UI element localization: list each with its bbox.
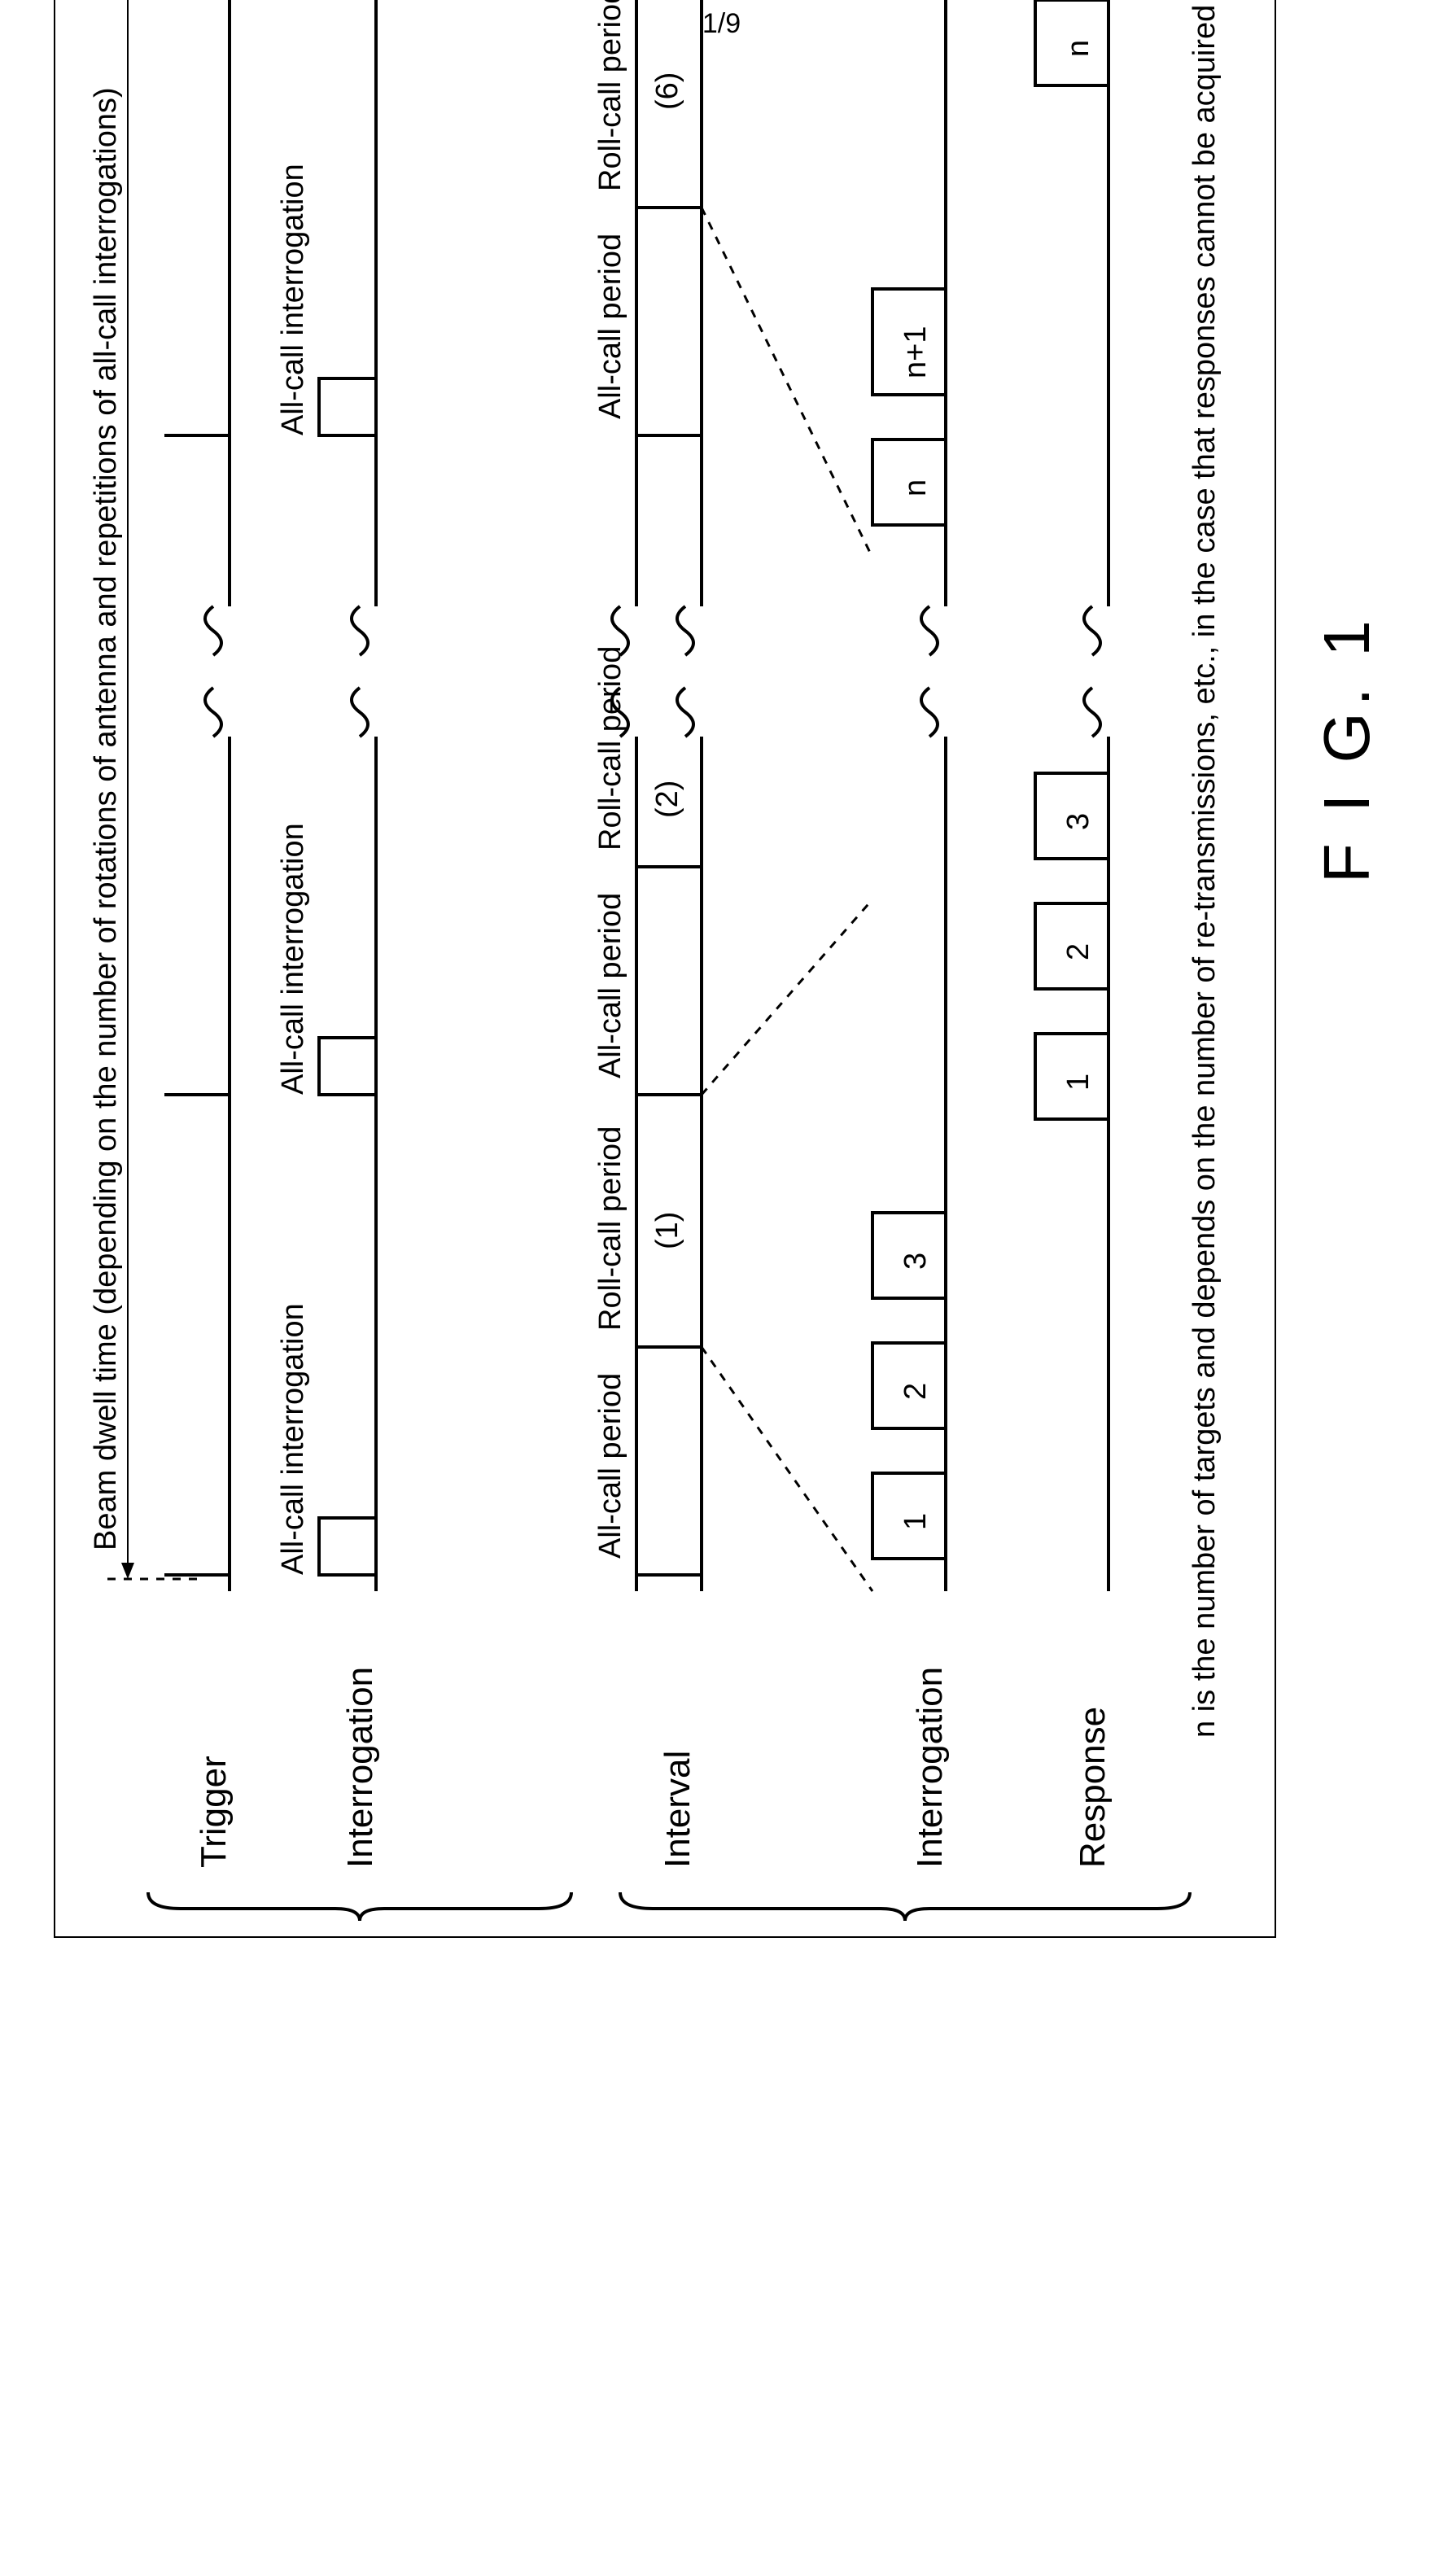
resp-pulse-n: n bbox=[1035, 0, 1108, 85]
int2-pulse-n: n bbox=[872, 440, 946, 525]
interval-id-3: (6) bbox=[650, 72, 684, 110]
int2-pulse-1: 1 bbox=[872, 1473, 946, 1559]
resp-pulse-1: 1 bbox=[1035, 1034, 1108, 1119]
brace-lower bbox=[620, 1892, 1190, 1921]
zoom-line-1a bbox=[702, 1347, 872, 1591]
svg-text:All-call interrogation: All-call interrogation bbox=[276, 1303, 310, 1575]
row-label-interrogation2: Interrogation bbox=[910, 1667, 950, 1868]
row-label-response: Response bbox=[1073, 1707, 1113, 1868]
footnote: n is the number of targets and depends o… bbox=[1187, 5, 1222, 1738]
row-label-interval: Interval bbox=[658, 1751, 697, 1868]
svg-text:1: 1 bbox=[1061, 1074, 1095, 1091]
svg-text:2: 2 bbox=[899, 1383, 933, 1400]
allcall-int-3: All-call interrogation bbox=[276, 164, 376, 435]
allcall-int-1: All-call interrogation bbox=[276, 1303, 376, 1575]
interval-id-2: (2) bbox=[650, 781, 684, 818]
figure-1: Beam dwell time (depending on the number… bbox=[50, 0, 1393, 1941]
rollcall-period-3: Roll-call period bbox=[593, 0, 627, 191]
int2-pulse-3: 3 bbox=[872, 1213, 946, 1298]
allcall-period-2: All-call period bbox=[593, 893, 627, 1078]
zoom-line-2a bbox=[702, 208, 872, 558]
figure-border bbox=[55, 0, 1275, 1937]
interval-id-1: (1) bbox=[650, 1212, 684, 1249]
brace-upper bbox=[148, 1892, 571, 1921]
svg-text:n: n bbox=[899, 479, 933, 496]
svg-text:n: n bbox=[1061, 40, 1095, 57]
svg-text:3: 3 bbox=[1061, 813, 1095, 830]
resp-pulse-2: 2 bbox=[1035, 903, 1108, 989]
row-label-interrogation: Interrogation bbox=[340, 1667, 380, 1868]
svg-text:3: 3 bbox=[899, 1253, 933, 1270]
svg-text:All-call interrogation: All-call interrogation bbox=[276, 823, 310, 1095]
rollcall-period-2: Roll-call period bbox=[593, 646, 627, 851]
allcall-int-2: All-call interrogation bbox=[276, 823, 376, 1095]
svg-text:1: 1 bbox=[899, 1513, 933, 1530]
zoom-line-1b bbox=[702, 899, 872, 1095]
int2-pulse-n1: n+1 bbox=[872, 289, 946, 395]
beam-dwell-label: Beam dwell time (depending on the number… bbox=[89, 87, 123, 1550]
allcall-period-1: All-call period bbox=[593, 1373, 627, 1559]
svg-text:All-call interrogation: All-call interrogation bbox=[276, 164, 310, 435]
figure-label: F I G. 1 bbox=[1310, 614, 1383, 883]
rollcall-period-1: Roll-call period bbox=[593, 1126, 627, 1331]
svg-text:n+1: n+1 bbox=[899, 326, 933, 378]
resp-pulse-3: 3 bbox=[1035, 773, 1108, 859]
svg-text:2: 2 bbox=[1061, 943, 1095, 960]
row-label-trigger: Trigger bbox=[194, 1756, 234, 1868]
allcall-period-3: All-call period bbox=[593, 234, 627, 419]
int2-pulse-2: 2 bbox=[872, 1343, 946, 1428]
arrow-left bbox=[121, 1563, 134, 1579]
